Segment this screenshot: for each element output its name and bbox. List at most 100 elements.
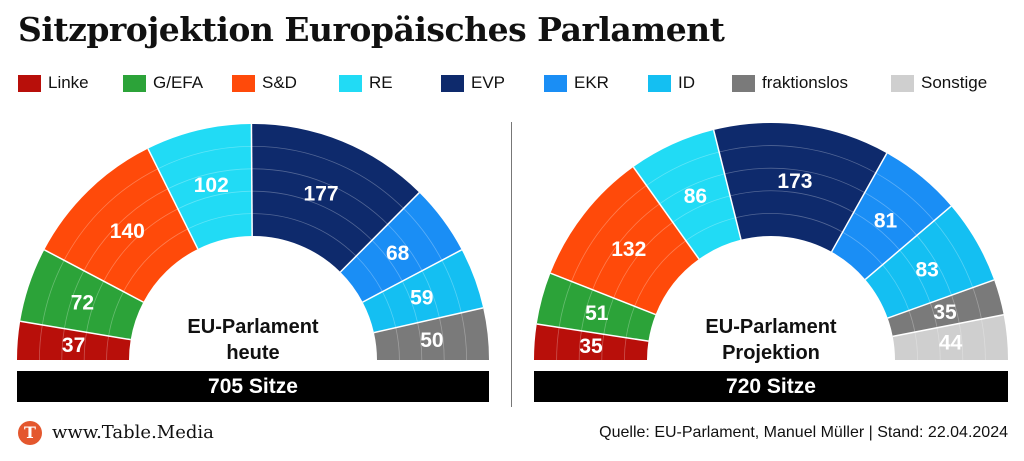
segment-evp <box>251 124 420 273</box>
segment-label-fraktionslos: 50 <box>420 329 443 352</box>
seat-row-line <box>613 221 673 299</box>
seat-row-line <box>729 190 854 213</box>
seat-row-line <box>251 168 389 225</box>
legend-swatch-fraktionslos <box>732 74 755 92</box>
seat-row-line <box>177 190 252 210</box>
seat-row-line <box>63 168 159 261</box>
legend-swatch-ekr <box>544 74 567 92</box>
segment-separator <box>536 323 649 342</box>
center-label-line-1: EU-Parlament <box>187 316 318 338</box>
seat-row-line <box>157 146 252 170</box>
segment-separator <box>339 192 420 273</box>
center-label-line-1: EU-Parlament <box>705 316 836 338</box>
segment-label-fraktionslos: 35 <box>933 301 957 324</box>
legend-item-gefa: G/EFA <box>123 72 203 94</box>
legend-label-ekr: EKR <box>574 73 609 92</box>
segment-id <box>362 249 484 333</box>
seat-row-line <box>735 213 843 233</box>
seat-row-line <box>355 255 383 292</box>
seat-row-line <box>592 203 660 290</box>
legend-swatch-id <box>648 74 671 92</box>
segment-linke <box>17 321 131 360</box>
segment-label-linke: 35 <box>579 335 603 358</box>
legend-swatch-gefa <box>123 74 146 92</box>
segment-label-evp: 177 <box>304 182 339 205</box>
segment-separator <box>20 320 131 341</box>
legend-item-evp: EVP <box>441 72 505 94</box>
total-seats-today: 705 Sitze <box>17 371 489 402</box>
seat-row-line <box>441 260 462 313</box>
seat-row-line <box>864 192 918 236</box>
segment-label-id: 59 <box>410 287 433 310</box>
seat-row-line <box>724 167 865 194</box>
seat-row-line <box>251 145 404 209</box>
seat-row-line <box>719 145 876 174</box>
segment-fraktionslos <box>373 307 489 360</box>
segment-sd <box>44 148 198 303</box>
segment-separator <box>712 129 742 240</box>
segment-label-sonstige: 44 <box>939 332 963 355</box>
segment-separator <box>550 272 656 316</box>
legend-label-re: RE <box>369 73 393 92</box>
seat-row-line <box>401 281 419 323</box>
legend-label-id: ID <box>678 73 695 92</box>
segment-gefa <box>536 273 656 342</box>
segment-id <box>865 206 995 319</box>
hemicycle-today: 37 72 140 102 177 68 59 50 EU-Parlament heute <box>17 118 489 363</box>
seat-row-line <box>103 208 179 282</box>
seat-row-line <box>916 235 952 296</box>
hemicycle-projection-svg: 35 51 132 86 173 81 83 35 44 EU-Parlament Projekti… <box>534 123 1008 363</box>
legend-swatch-evp <box>441 74 464 92</box>
segment-label-gefa: 72 <box>71 291 94 314</box>
seat-row-line <box>685 217 736 241</box>
segment-label-re: 102 <box>194 174 229 197</box>
segment-separator <box>864 205 952 281</box>
segment-label-sd: 132 <box>611 238 646 261</box>
segment-label-sd: 140 <box>110 220 145 243</box>
segment-separator <box>250 124 253 237</box>
seat-row-line <box>899 249 931 303</box>
total-seats-projection: 720 Sitze <box>534 371 1008 402</box>
seat-row-line <box>875 172 935 222</box>
seat-row-line <box>634 240 687 307</box>
seat-row-line <box>86 281 105 333</box>
legend-item-re: RE <box>339 72 393 94</box>
center-label-line-2: Projektion <box>722 342 820 363</box>
source-note: Quelle: EU-Parlament, Manuel Müller | St… <box>599 424 1008 441</box>
segment-label-evp: 173 <box>777 170 812 193</box>
seat-row-line <box>882 264 910 311</box>
site-url: www.Table.Media <box>52 422 214 443</box>
seat-row-line <box>421 270 440 318</box>
legend-label-fraktionslos: fraktionslos <box>762 73 848 92</box>
legend-label-sonstige: Sonstige <box>921 73 988 92</box>
segment-separator <box>892 314 1004 338</box>
legend-item-fraktionslos: fraktionslos <box>732 72 848 94</box>
seat-row-line <box>123 228 189 292</box>
segment-label-linke: 37 <box>62 334 85 357</box>
chart-divider <box>511 122 512 407</box>
legend-item-id: ID <box>648 72 695 94</box>
segment-separator <box>43 249 144 303</box>
segment-separator <box>632 166 700 260</box>
segment-sonstige <box>892 314 1008 360</box>
seat-row-line <box>672 195 731 223</box>
segment-separator <box>373 307 484 334</box>
seat-row-line <box>63 270 85 329</box>
segment-separator <box>887 279 995 319</box>
legend-label-gefa: G/EFA <box>153 73 204 92</box>
segment-separator <box>147 148 199 250</box>
legend: Linke G/EFA S&D RE EVP EKR ID fraktionsl… <box>18 72 1008 94</box>
segment-label-id: 83 <box>915 258 938 281</box>
legend-swatch-linke <box>18 74 41 92</box>
segment-separator <box>830 152 888 253</box>
segment-re <box>147 124 253 249</box>
seat-row-line <box>251 190 373 241</box>
legend-swatch-sonstige <box>891 74 914 92</box>
segment-separator <box>362 249 463 303</box>
legend-swatch-sd <box>232 74 255 92</box>
segment-label-ekr: 81 <box>874 209 898 232</box>
segment-sd <box>550 167 699 315</box>
segment-fraktionslos <box>887 279 1004 337</box>
legend-swatch-re <box>339 74 362 92</box>
